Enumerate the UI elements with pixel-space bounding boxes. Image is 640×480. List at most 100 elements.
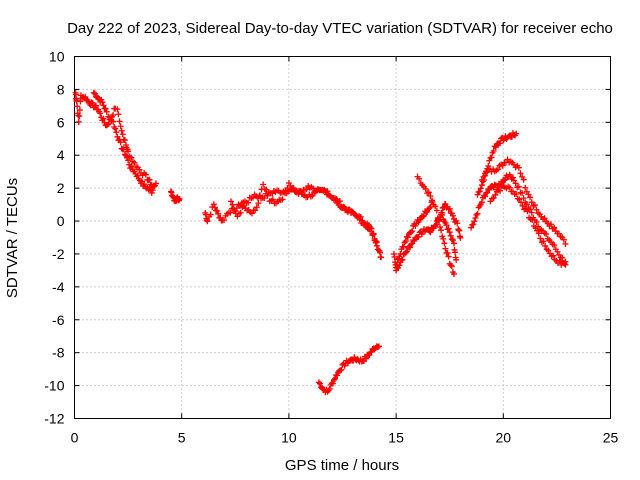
data-point — [102, 105, 109, 112]
data-point — [449, 212, 456, 219]
data-point — [125, 148, 132, 155]
x-tick-label: 15 — [388, 430, 404, 446]
data-point — [543, 230, 550, 237]
data-point — [128, 162, 135, 169]
data-point — [478, 176, 485, 183]
data-point — [420, 212, 427, 219]
chart-title: Day 222 of 2023, Sidereal Day-to-day VTE… — [67, 20, 613, 37]
data-point — [269, 196, 276, 203]
x-axis-label: GPS time / hours — [285, 457, 399, 474]
data-point — [501, 177, 508, 184]
data-point — [513, 130, 520, 137]
data-point — [90, 89, 97, 96]
data-point — [148, 182, 155, 189]
data-point — [152, 180, 159, 187]
y-axis-ticks: -12 -10 -8 -6 -4 -2 0 2 4 6 8 10 — [44, 49, 611, 427]
grid — [74, 56, 611, 419]
data-point — [279, 196, 286, 203]
data-point — [284, 185, 291, 192]
data-point — [445, 225, 452, 232]
data-point — [562, 240, 569, 247]
data-point — [529, 216, 536, 223]
data-point — [402, 249, 409, 256]
data-point — [444, 249, 451, 256]
data-point — [100, 115, 107, 122]
data-point — [432, 222, 439, 229]
data-point — [486, 186, 493, 193]
data-point — [106, 114, 113, 121]
data-point — [520, 176, 527, 183]
data-point — [367, 228, 374, 235]
data-point — [448, 236, 455, 243]
data-point — [548, 221, 555, 228]
y-tick-label: -4 — [52, 279, 65, 295]
data-point — [115, 111, 122, 118]
data-point — [338, 366, 345, 373]
data-point — [368, 348, 375, 355]
data-point — [527, 194, 534, 201]
data-point — [454, 220, 461, 227]
y-tick-label: 0 — [57, 213, 65, 229]
data-point — [100, 102, 107, 109]
data-point — [468, 224, 475, 231]
data-point — [75, 118, 82, 125]
data-point — [457, 234, 464, 241]
data-point — [492, 191, 499, 198]
data-point — [370, 231, 377, 238]
data-point — [449, 237, 456, 244]
data-point — [227, 209, 234, 216]
data-point — [447, 262, 454, 269]
data-point — [104, 121, 111, 128]
data-point — [121, 137, 128, 144]
data-point — [128, 154, 135, 161]
data-point — [533, 206, 540, 213]
data-point — [477, 185, 484, 192]
data-point — [440, 235, 447, 242]
data-point — [118, 127, 125, 134]
x-tick-label: 25 — [603, 430, 619, 446]
data-point — [488, 154, 495, 161]
data-point — [537, 235, 544, 242]
data-point — [337, 367, 344, 374]
data-point — [426, 205, 433, 212]
data-point — [396, 262, 403, 269]
data-point — [438, 227, 445, 234]
data-point — [453, 256, 460, 263]
x-tick-label: 5 — [178, 430, 186, 446]
data-point — [531, 202, 538, 209]
data-point — [517, 199, 524, 206]
data-point — [89, 100, 96, 107]
data-point — [298, 191, 305, 198]
data-point — [535, 230, 542, 237]
data-point — [403, 248, 410, 255]
data-point — [76, 113, 83, 120]
y-tick-label: -12 — [44, 411, 64, 427]
data-point — [523, 201, 530, 208]
data-point — [88, 99, 95, 106]
data-point — [372, 237, 379, 244]
data-point — [400, 243, 407, 250]
data-point — [363, 355, 370, 362]
data-point — [125, 157, 132, 164]
data-point — [448, 263, 455, 270]
data-point — [473, 211, 480, 218]
data-point — [142, 171, 149, 178]
data-point — [303, 186, 310, 193]
data-point — [316, 380, 323, 387]
data-point — [75, 112, 82, 119]
series-arc-5 — [202, 184, 385, 261]
data-point — [146, 185, 153, 192]
data-point — [494, 166, 501, 173]
data-point — [560, 236, 567, 243]
data-point — [446, 205, 453, 212]
data-point — [290, 185, 297, 192]
data-point — [231, 207, 238, 214]
data-point — [148, 189, 155, 196]
data-point — [486, 157, 493, 164]
data-point — [432, 203, 439, 210]
y-tick-label: 10 — [49, 49, 65, 65]
data-point — [509, 174, 516, 181]
data-point — [517, 170, 524, 177]
data-point — [356, 216, 363, 223]
data-point — [551, 242, 558, 249]
